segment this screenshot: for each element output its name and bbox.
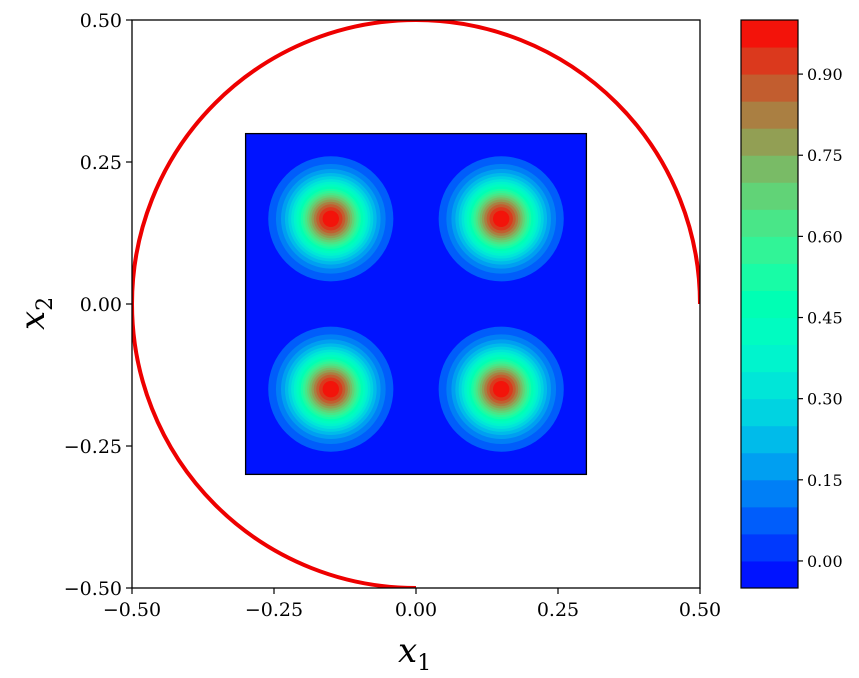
x-tick-label: −0.25 (245, 599, 303, 621)
colorbar-level (741, 479, 798, 508)
contour-field (245, 133, 587, 475)
colorbar: 0.00 0.15 0.30 0.45 0.60 0.75 0.90 (740, 19, 843, 589)
peak-4 (438, 326, 564, 452)
colorbar-level (741, 452, 798, 481)
colorbar-level (741, 263, 798, 291)
colorbar-tick-label: 0.75 (807, 146, 843, 165)
x-axis-title: x1 (398, 631, 431, 676)
colorbar-tick-label: 0.45 (807, 309, 843, 328)
colorbar-level (741, 425, 798, 454)
colorbar-tick-label: 0.15 (807, 471, 843, 490)
colorbar-tick-label: 0.60 (807, 227, 843, 246)
colorbar-level (741, 371, 798, 400)
x-axis: −0.50 −0.25 0.00 0.25 0.50 (103, 588, 721, 621)
peak-3 (268, 326, 394, 452)
colorbar-tick-label: 0.30 (807, 390, 843, 409)
x-tick-label: 0.25 (537, 599, 579, 621)
colorbar-level (741, 47, 798, 75)
y-tick-label: −0.25 (64, 436, 122, 458)
colorbar-level (741, 317, 798, 346)
colorbar-level (741, 182, 798, 210)
contour-level (322, 210, 339, 227)
colorbar-level (741, 236, 798, 264)
domain-border (244, 132, 588, 476)
peak-2 (438, 156, 564, 282)
y-tick-label: 0.00 (80, 294, 122, 316)
colorbar-level (741, 290, 798, 319)
colorbar-tick-label: 0.90 (807, 65, 843, 84)
y-tick-label: −0.50 (64, 578, 122, 600)
contour-level (322, 381, 339, 398)
x-tick-label: 0.50 (679, 599, 721, 621)
colorbar-frame (740, 19, 799, 589)
colorbar-level (741, 209, 798, 237)
x-tick-label: −0.50 (103, 599, 161, 621)
colorbar-level (741, 101, 798, 129)
colorbar-level (741, 344, 798, 373)
y-axis: −0.50 −0.25 0.00 0.25 0.50 (64, 10, 132, 600)
peak-1 (268, 156, 394, 282)
colorbar-level (741, 128, 798, 156)
colorbar-level (741, 74, 798, 102)
colorbar-level (741, 560, 798, 589)
y-axis-title: x2 (13, 297, 58, 330)
colorbar-level (741, 398, 798, 427)
colorbar-level (741, 506, 798, 535)
x-tick-label: 0.00 (395, 599, 437, 621)
colorbar-level (741, 155, 798, 183)
contour-level (493, 381, 510, 398)
y-tick-label: 0.50 (80, 10, 122, 32)
boundary-arc (132, 20, 700, 588)
colorbar-level (741, 20, 798, 48)
colorbar-tick-label: 0.00 (807, 552, 843, 571)
colorbar-level (741, 533, 798, 562)
contour-level (493, 210, 510, 227)
y-tick-label: 0.25 (80, 152, 122, 174)
